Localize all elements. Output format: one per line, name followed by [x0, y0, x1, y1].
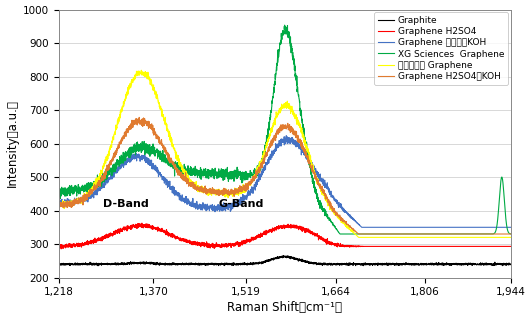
- XG Sciences  Graphene: [337, 232, 343, 236]
- Graphene H2SO4: [507, 244, 513, 248]
- Line: Graphene H2SO4: Graphene H2SO4: [58, 223, 510, 249]
- Graphite: [229, 263, 235, 267]
- Text: G-Band: G-Band: [219, 199, 264, 209]
- 엔바로테크 Graphene: [107, 148, 113, 151]
- Graphene H2SO4: [107, 232, 114, 236]
- Graphite: [107, 262, 114, 266]
- 엔바로테크 Graphene: [249, 180, 255, 183]
- 엔바로테크 Graphene: [55, 201, 62, 205]
- Graphite: [499, 262, 505, 266]
- Graphene H2SO4＋KOH: [507, 232, 513, 236]
- Legend: Graphite, Graphene H2SO4, Graphene 물유리＋KOH, XG Sciences  Graphene, 엔바로테크 Graphen: Graphite, Graphene H2SO4, Graphene 물유리＋K…: [374, 12, 508, 85]
- 엔바로테크 Graphene: [356, 236, 362, 239]
- XG Sciences  Graphene: [229, 172, 235, 176]
- Graphene 물유리＋KOH: [229, 202, 235, 206]
- Graphene 물유리＋KOH: [499, 225, 505, 229]
- Graphite: [55, 262, 62, 266]
- Graphite: [95, 264, 101, 268]
- Graphene H2SO4＋KOH: [249, 180, 255, 184]
- Graphene 물유리＋KOH: [450, 225, 457, 229]
- Graphene 물유리＋KOH: [107, 176, 113, 180]
- XG Sciences  Graphene: [507, 232, 513, 236]
- 엔바로테크 Graphene: [499, 236, 505, 239]
- Graphite: [249, 262, 255, 266]
- Graphene H2SO4: [450, 244, 457, 248]
- Graphene H2SO4＋KOH: [229, 188, 235, 192]
- Graphene H2SO4: [499, 244, 505, 248]
- Line: 엔바로테크 Graphene: 엔바로테크 Graphene: [58, 70, 510, 237]
- Graphene 물유리＋KOH: [507, 225, 513, 229]
- 엔바로테크 Graphene: [229, 191, 235, 195]
- Graphene H2SO4: [58, 247, 64, 251]
- Graphene H2SO4＋KOH: [134, 119, 140, 123]
- Graphite: [450, 261, 457, 265]
- 엔바로테크 Graphene: [138, 68, 144, 72]
- Graphene H2SO4＋KOH: [356, 232, 362, 236]
- Graphene 물유리＋KOH: [55, 204, 62, 207]
- Graphene H2SO4: [249, 236, 255, 240]
- Graphite: [134, 261, 140, 265]
- Graphene H2SO4: [134, 226, 140, 230]
- Graphene 물유리＋KOH: [249, 190, 255, 194]
- Graphene H2SO4: [139, 221, 145, 225]
- Line: XG Sciences  Graphene: XG Sciences Graphene: [58, 25, 510, 234]
- 엔바로테크 Graphene: [134, 72, 140, 76]
- Line: Graphene 물유리＋KOH: Graphene 물유리＋KOH: [58, 136, 510, 227]
- XG Sciences  Graphene: [107, 166, 113, 170]
- Graphene H2SO4＋KOH: [55, 203, 62, 207]
- Text: D-Band: D-Band: [104, 199, 149, 209]
- Graphite: [280, 254, 286, 258]
- X-axis label: Raman Shift（cm⁻¹）: Raman Shift（cm⁻¹）: [227, 301, 342, 315]
- Line: Graphite: Graphite: [58, 256, 510, 266]
- Graphene 물유리＋KOH: [134, 155, 140, 159]
- Graphene H2SO4＋KOH: [136, 116, 142, 119]
- Graphene 물유리＋KOH: [358, 225, 365, 229]
- Graphene 물유리＋KOH: [283, 134, 289, 138]
- XG Sciences  Graphene: [249, 173, 255, 177]
- Graphene H2SO4＋KOH: [107, 161, 113, 164]
- XG Sciences  Graphene: [55, 188, 62, 192]
- XG Sciences  Graphene: [281, 23, 288, 27]
- Graphene H2SO4: [55, 246, 62, 250]
- Y-axis label: Intensity（a.u.）: Intensity（a.u.）: [5, 100, 19, 188]
- Graphene H2SO4＋KOH: [450, 232, 457, 236]
- XG Sciences  Graphene: [450, 232, 457, 236]
- 엔바로테크 Graphene: [507, 236, 513, 239]
- XG Sciences  Graphene: [499, 175, 505, 179]
- Graphene H2SO4: [229, 243, 235, 246]
- 엔바로테크 Graphene: [450, 236, 457, 239]
- Graphene H2SO4＋KOH: [499, 232, 505, 236]
- XG Sciences  Graphene: [134, 143, 140, 147]
- Graphite: [507, 262, 513, 266]
- Line: Graphene H2SO4＋KOH: Graphene H2SO4＋KOH: [58, 117, 510, 234]
